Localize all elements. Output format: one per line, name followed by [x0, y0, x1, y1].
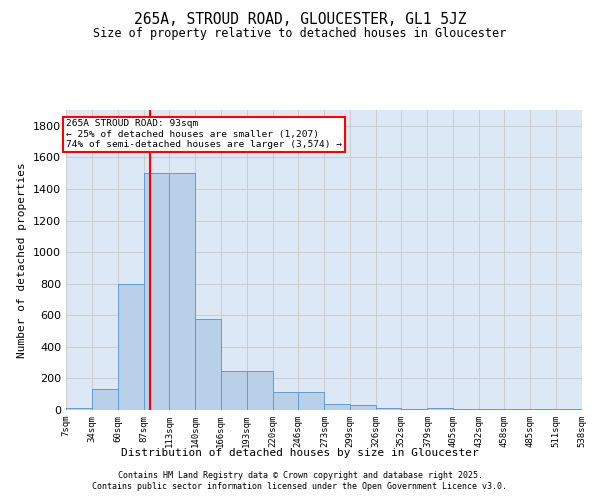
Bar [556, 409, 582, 410]
Text: Contains HM Land Registry data © Crown copyright and database right 2025.: Contains HM Land Registry data © Crown c… [118, 471, 482, 480]
Text: Size of property relative to detached houses in Gloucester: Size of property relative to detached ho… [94, 28, 506, 40]
Bar [66, 408, 92, 410]
Bar [530, 409, 556, 410]
Text: Contains public sector information licensed under the Open Government Licence v3: Contains public sector information licen… [92, 482, 508, 491]
Bar [298, 392, 325, 410]
Text: Distribution of detached houses by size in Gloucester: Distribution of detached houses by size … [121, 448, 479, 458]
Bar [273, 392, 298, 410]
Bar [350, 406, 376, 410]
Bar [247, 370, 273, 410]
Text: 265A, STROUD ROAD, GLOUCESTER, GL1 5JZ: 265A, STROUD ROAD, GLOUCESTER, GL1 5JZ [134, 12, 466, 28]
Bar [427, 408, 453, 410]
Bar [144, 173, 169, 410]
Bar [169, 173, 195, 410]
Bar [195, 319, 221, 410]
Text: 265A STROUD ROAD: 93sqm
← 25% of detached houses are smaller (1,207)
74% of semi: 265A STROUD ROAD: 93sqm ← 25% of detache… [66, 120, 342, 150]
Y-axis label: Number of detached properties: Number of detached properties [17, 162, 28, 358]
Bar [479, 409, 504, 410]
Bar [92, 390, 118, 410]
Bar [453, 409, 479, 410]
Bar [376, 408, 401, 410]
Bar [118, 284, 144, 410]
Bar [401, 409, 427, 410]
Bar [221, 370, 247, 410]
Bar [325, 404, 350, 410]
Bar [504, 409, 530, 410]
